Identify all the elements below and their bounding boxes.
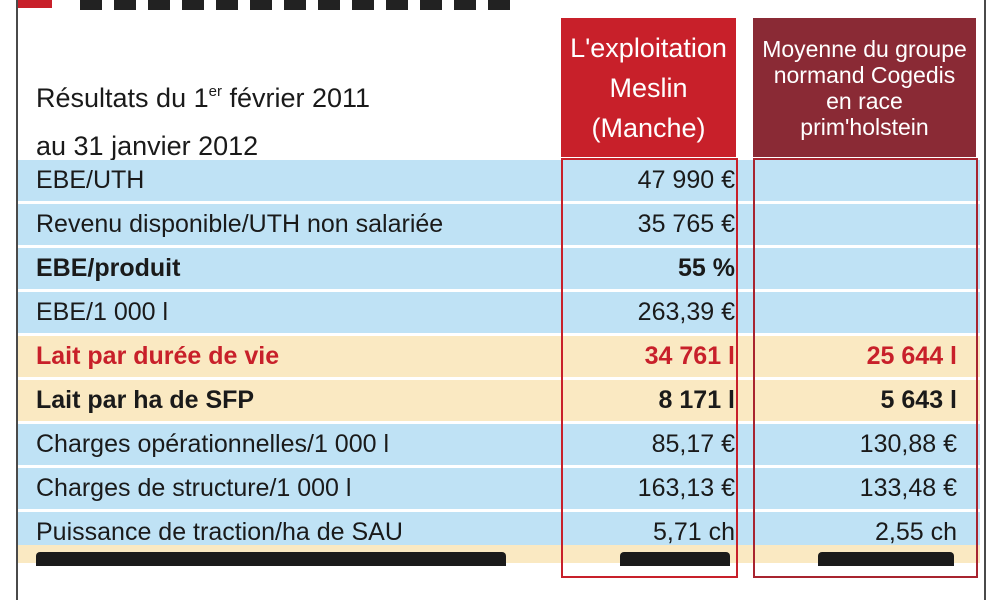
cropped-row-label	[36, 552, 506, 566]
moyenne-value: 133,48 €	[859, 474, 957, 502]
moyenne-value	[755, 292, 957, 333]
table-row: Charges opérationnelles/1 000 l 85,17 € …	[18, 424, 980, 467]
meslin-value: 8 171 l	[658, 386, 735, 414]
cropped-moyenne-value	[818, 552, 954, 566]
row-label: Lait par ha de SFP	[36, 386, 255, 414]
meslin-value: 263,39 €	[637, 298, 735, 326]
table-row-cropped	[18, 545, 980, 566]
table-caption: Résultats du 1er février 2011 au 31 janv…	[36, 74, 536, 170]
row-label: Charges opérationnelles/1 000 l	[36, 430, 390, 458]
header-moyenne-line: en race	[826, 87, 903, 114]
caption-line-1: Résultats du 1er février 2011	[36, 83, 371, 113]
moyenne-value	[755, 248, 957, 289]
column-header-meslin: L'exploitation Meslin (Manche)	[561, 18, 736, 157]
row-label: Charges de structure/1 000 l	[36, 474, 352, 502]
meslin-value: 35 765 €	[637, 210, 735, 238]
row-label: Puissance de traction/ha de SAU	[36, 518, 403, 546]
table-row: Charges de structure/1 000 l 163,13 € 13…	[18, 468, 980, 511]
row-label: EBE/produit	[36, 254, 181, 282]
header-moyenne-line: Moyenne du groupe	[762, 35, 967, 62]
cropped-meslin-value	[620, 552, 730, 566]
cropped-title-strip	[0, 0, 1000, 14]
moyenne-value: 5 643 l	[880, 386, 957, 414]
moyenne-value	[755, 160, 957, 201]
table-row: Lait par durée de vie 34 761 l 25 644 l	[18, 336, 980, 379]
header-meslin-line: L'exploitation	[570, 32, 727, 63]
column-header-moyenne: Moyenne du groupe normand Cogedis en rac…	[753, 18, 976, 157]
moyenne-value: 130,88 €	[859, 430, 957, 458]
meslin-value: 5,71 ch	[652, 518, 735, 546]
meslin-value: 163,13 €	[637, 474, 735, 502]
cropped-title-text	[80, 0, 510, 10]
header-moyenne-line: prim'holstein	[800, 113, 929, 140]
meslin-value: 47 990 €	[637, 166, 735, 194]
header-meslin-line: Meslin	[609, 72, 688, 103]
table-row: Revenu disponible/UTH non salariée 35 76…	[18, 204, 980, 247]
moyenne-value: 2,55 ch	[874, 518, 957, 546]
row-label: Revenu disponible/UTH non salariée	[36, 210, 444, 238]
meslin-value: 34 761 l	[644, 342, 735, 370]
row-label: EBE/UTH	[36, 166, 145, 194]
table-row: EBE/produit 55 %	[18, 248, 980, 291]
table-row: EBE/1 000 l 263,39 €	[18, 292, 980, 335]
title-marker	[18, 0, 52, 8]
header-moyenne-line: normand Cogedis	[773, 61, 956, 88]
moyenne-value: 25 644 l	[866, 342, 957, 370]
meslin-value: 85,17 €	[651, 430, 735, 458]
row-label: Lait par durée de vie	[36, 342, 280, 370]
table-row: EBE/UTH 47 990 €	[18, 160, 980, 203]
row-label: EBE/1 000 l	[36, 298, 169, 326]
header-meslin-line: (Manche)	[591, 112, 706, 143]
table-row: Lait par ha de SFP 8 171 l 5 643 l	[18, 380, 980, 423]
caption-line-2: au 31 janvier 2012	[36, 131, 259, 161]
meslin-value: 55 %	[678, 254, 735, 282]
moyenne-value	[755, 204, 957, 245]
table-frame	[16, 0, 986, 600]
